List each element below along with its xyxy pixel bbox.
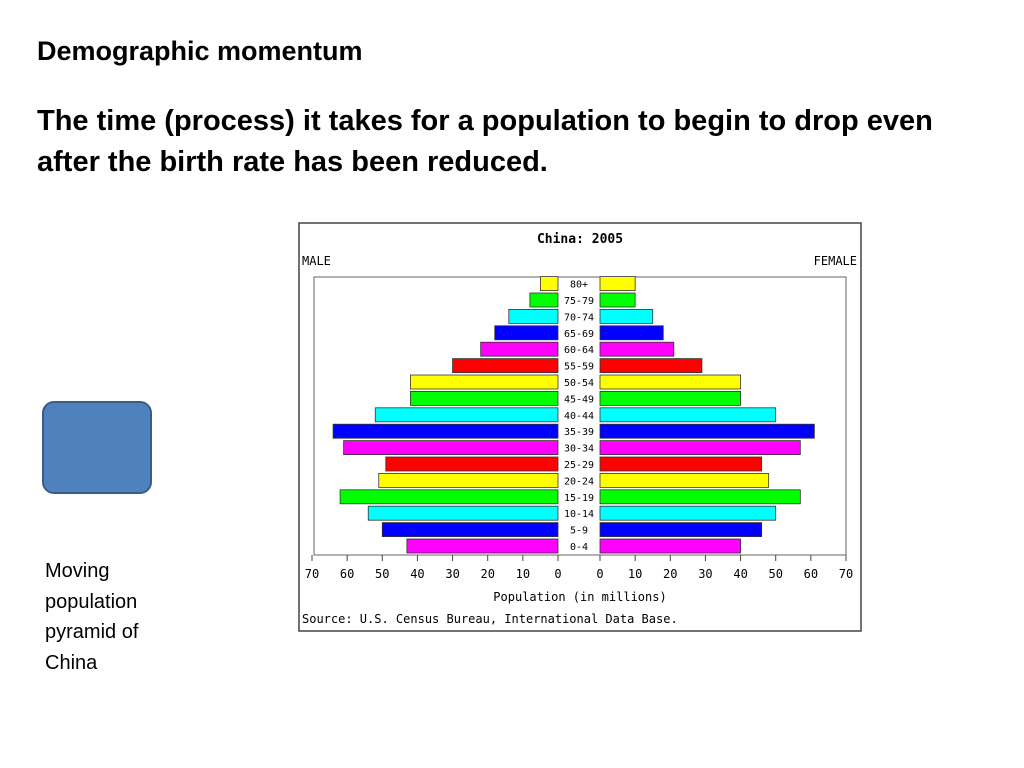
age-label: 5-9 [570, 526, 588, 537]
male-bar-25-29 [385, 456, 559, 472]
age-label: 80+ [570, 280, 588, 291]
male-bar-55-59 [452, 358, 559, 374]
male-bar-5-9 [381, 522, 559, 538]
male-tick-label: 20 [480, 567, 494, 581]
age-label: 20-24 [564, 476, 594, 487]
female-tick-label: 60 [804, 567, 818, 581]
female-bar-70-74 [599, 309, 654, 324]
female-bar-80+ [599, 276, 636, 291]
male-bar-50-54 [410, 374, 559, 390]
female-bar-35-39 [599, 423, 815, 439]
age-label: 70-74 [564, 312, 594, 323]
female-bar-60-64 [599, 341, 675, 357]
male-bar-70-74 [508, 309, 559, 324]
plot-area [313, 276, 847, 556]
female-bar-65-69 [599, 325, 664, 341]
definition-text: The time (process) it takes for a popula… [37, 105, 933, 178]
age-label: 0-4 [570, 542, 588, 553]
male-tick-label: 30 [445, 567, 459, 581]
age-label: 25-29 [564, 460, 594, 471]
male-bar-10-14 [367, 505, 559, 521]
age-label: 75-79 [564, 296, 594, 307]
male-tick-label: 70 [305, 567, 319, 581]
female-tick-label: 0 [596, 567, 603, 581]
age-label: 55-59 [564, 362, 594, 373]
slide-heading: Demographic momentum [37, 36, 363, 66]
source-note: Source: U.S. Census Bureau, Internationa… [302, 612, 678, 626]
female-bar-45-49 [599, 390, 741, 406]
female-bar-10-14 [599, 505, 777, 521]
x-axis-label: Population (in millions) [493, 590, 666, 604]
age-label: 60-64 [564, 345, 594, 356]
male-tick-label: 50 [375, 567, 389, 581]
female-bar-25-29 [599, 456, 763, 472]
female-bar-30-34 [599, 440, 801, 456]
female-bar-5-9 [599, 522, 763, 538]
male-tick-label: 40 [410, 567, 424, 581]
male-bar-60-64 [480, 341, 559, 357]
female-bar-50-54 [599, 374, 741, 390]
population-pyramid-chart: China: 2005 MALE FEMALE 0-4 5-9 10-14 15-19… [298, 222, 862, 632]
age-label: 45-49 [564, 394, 594, 405]
female-bar-0-4 [599, 538, 741, 554]
male-tick-label: 10 [516, 567, 530, 581]
age-label: 35-39 [564, 427, 594, 438]
pyramid-caption: Moving population pyramid of China [45, 560, 139, 674]
male-tick-label: 0 [554, 567, 561, 581]
male-bar-40-44 [374, 407, 559, 423]
female-bar-75-79 [599, 292, 636, 308]
male-bar-45-49 [410, 390, 559, 406]
male-bar-80+ [540, 276, 559, 291]
female-bar-40-44 [599, 407, 777, 423]
age-label: 10-14 [564, 509, 594, 520]
age-label: 30-34 [564, 444, 594, 455]
male-label: MALE [302, 254, 331, 268]
female-tick-label: 50 [768, 567, 782, 581]
female-bar-20-24 [599, 472, 770, 488]
male-bar-65-69 [494, 325, 559, 341]
male-bar-30-34 [343, 440, 559, 456]
age-label: 15-19 [564, 493, 594, 504]
female-tick-label: 30 [698, 567, 712, 581]
female-tick-label: 10 [628, 567, 642, 581]
age-label: 40-44 [564, 411, 594, 422]
chart-title: China: 2005 [537, 232, 623, 247]
age-label: 65-69 [564, 329, 594, 340]
age-label: 50-54 [564, 378, 594, 389]
male-bar-75-79 [529, 292, 559, 308]
male-bar-0-4 [406, 538, 559, 554]
male-bar-35-39 [332, 423, 559, 439]
male-bar-15-19 [339, 489, 559, 505]
female-bar-15-19 [599, 489, 801, 505]
female-tick-label: 40 [733, 567, 747, 581]
video-play-button[interactable] [42, 401, 152, 494]
male-tick-label: 60 [340, 567, 354, 581]
female-tick-label: 20 [663, 567, 677, 581]
male-bar-20-24 [378, 472, 559, 488]
female-tick-label: 70 [839, 567, 853, 581]
female-label: FEMALE [814, 254, 857, 268]
female-bar-55-59 [599, 358, 703, 374]
